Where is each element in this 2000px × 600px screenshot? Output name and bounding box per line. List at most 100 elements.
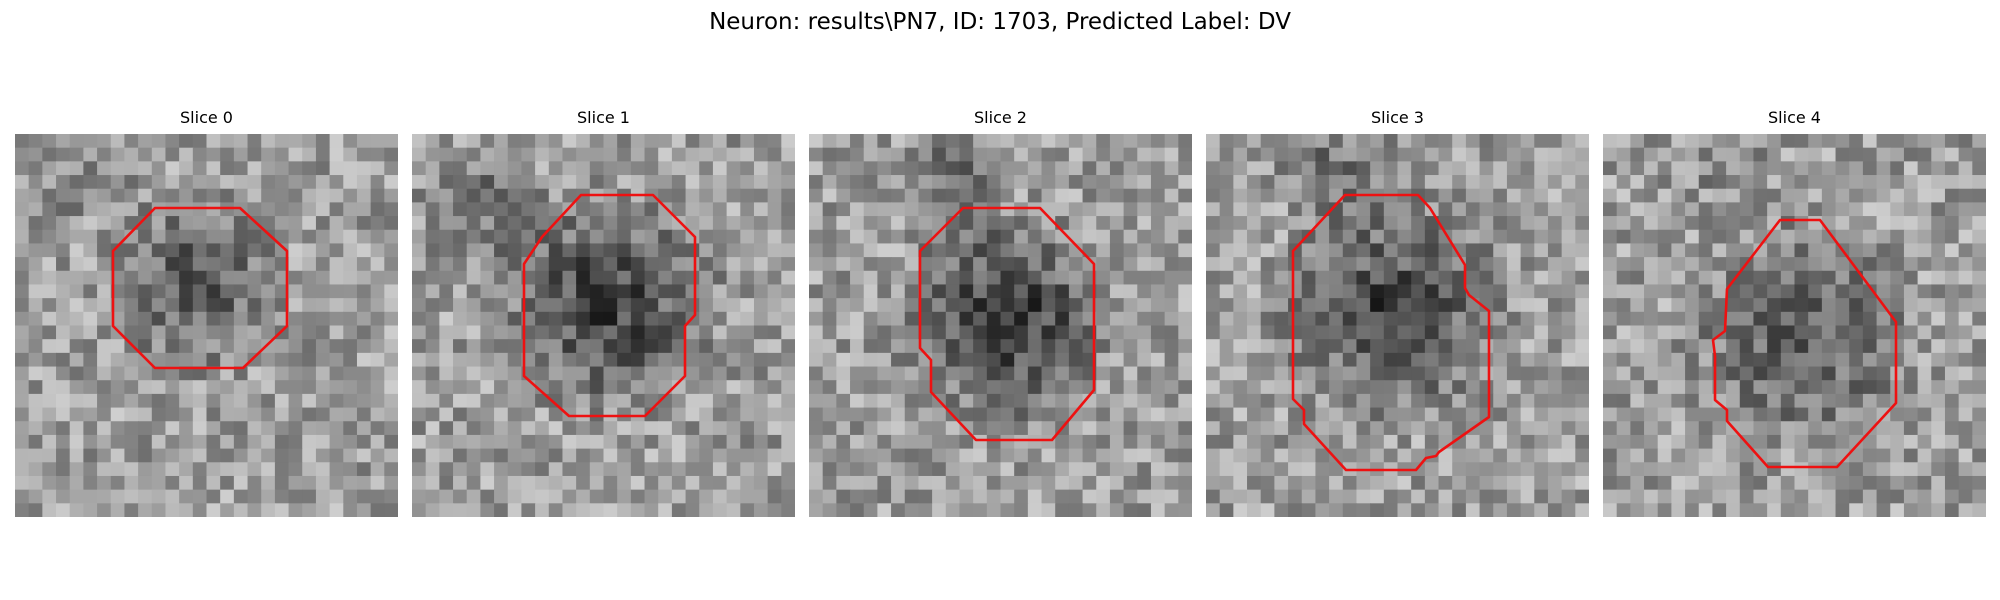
- image-pixel: [1753, 325, 1768, 340]
- image-pixel: [1890, 147, 1905, 162]
- image-pixel: [1000, 216, 1015, 231]
- image-pixel: [1657, 407, 1672, 422]
- image-pixel: [1164, 339, 1179, 354]
- image-pixel: [1575, 175, 1589, 190]
- image-pixel: [274, 352, 290, 368]
- image-pixel: [1164, 188, 1179, 203]
- image-pixel: [753, 339, 769, 354]
- image-pixel: [562, 216, 577, 231]
- image-pixel: [151, 298, 167, 313]
- image-pixel: [315, 161, 331, 176]
- image-pixel: [1123, 380, 1138, 395]
- image-pixel: [1493, 202, 1508, 217]
- image-pixel: [220, 448, 235, 463]
- image-pixel: [1616, 434, 1631, 450]
- image-pixel: [1917, 421, 1932, 436]
- image-pixel: [315, 270, 331, 286]
- image-pixel: [69, 134, 84, 149]
- image-pixel: [1082, 229, 1097, 245]
- image-pixel: [685, 407, 700, 422]
- image-pixel: [630, 421, 646, 436]
- image-pixel: [1808, 161, 1823, 176]
- image-pixel: [809, 448, 824, 463]
- image-pixel: [932, 175, 947, 190]
- image-pixel: [836, 352, 851, 368]
- image-pixel: [1178, 257, 1192, 272]
- image-pixel: [466, 421, 481, 436]
- image-pixel: [288, 298, 303, 313]
- image-pixel: [412, 489, 427, 504]
- image-pixel: [809, 421, 824, 436]
- image-pixel: [1794, 298, 1809, 313]
- image-pixel: [1109, 202, 1125, 217]
- image-pixel: [370, 407, 385, 422]
- image-pixel: [904, 175, 920, 190]
- image-pixel: [1575, 448, 1589, 463]
- image-pixel: [521, 229, 536, 245]
- image-pixel: [521, 462, 536, 477]
- image-pixel: [1123, 489, 1138, 504]
- image-pixel: [1342, 175, 1358, 190]
- image-pixel: [1520, 202, 1535, 217]
- image-pixel: [1424, 421, 1440, 436]
- image-pixel: [1055, 325, 1070, 340]
- image-pixel: [439, 339, 454, 354]
- image-pixel: [466, 161, 481, 176]
- image-pixel: [1561, 366, 1576, 381]
- image-pixel: [1438, 380, 1453, 395]
- image-pixel: [1370, 257, 1385, 272]
- image-pixel: [1247, 421, 1262, 436]
- image-pixel: [1233, 462, 1248, 477]
- image-pixel: [1958, 434, 1973, 450]
- image-pixel: [151, 366, 167, 381]
- image-pixel: [822, 448, 837, 463]
- image-pixel: [521, 202, 536, 217]
- image-pixel: [726, 434, 741, 450]
- image-pixel: [1452, 407, 1467, 422]
- image-pixel: [1301, 366, 1317, 381]
- image-pixel: [1068, 503, 1084, 517]
- image-pixel: [836, 284, 851, 299]
- image-pixel: [1972, 421, 1986, 436]
- image-pixel: [110, 243, 126, 258]
- image-pixel: [1698, 421, 1714, 436]
- image-pixel: [1630, 475, 1645, 491]
- image-pixel: [356, 175, 372, 190]
- image-pixel: [699, 257, 714, 272]
- image-pixel: [233, 339, 249, 354]
- image-pixel: [1411, 134, 1426, 149]
- image-pixel: [466, 257, 481, 272]
- image-pixel: [466, 311, 481, 327]
- image-pixel: [1315, 434, 1330, 450]
- image-pixel: [1233, 380, 1248, 395]
- image-pixel: [1821, 475, 1837, 491]
- image-pixel: [1479, 421, 1494, 436]
- image-pixel: [288, 489, 303, 504]
- image-pixel: [1739, 475, 1755, 491]
- image-pixel: [1411, 380, 1426, 395]
- image-pixel: [165, 134, 180, 149]
- image-pixel: [1616, 284, 1631, 299]
- image-pixel: [1506, 243, 1522, 258]
- image-pixel: [1247, 270, 1262, 286]
- image-pixel: [28, 188, 43, 203]
- image-pixel: [138, 489, 153, 504]
- image-pixel: [877, 134, 892, 149]
- image-pixel: [1123, 421, 1138, 436]
- image-pixel: [891, 284, 906, 299]
- image-pixel: [1534, 407, 1549, 422]
- image-pixel: [1082, 202, 1097, 217]
- image-pixel: [370, 229, 385, 245]
- image-pixel: [1630, 188, 1645, 203]
- image-pixel: [1972, 216, 1986, 231]
- image-pixel: [329, 393, 344, 409]
- image-pixel: [1383, 202, 1399, 217]
- image-pixel: [15, 284, 30, 299]
- image-pixel: [480, 380, 495, 395]
- image-pixel: [192, 462, 208, 477]
- image-pixel: [1027, 202, 1043, 217]
- image-pixel: [1014, 284, 1029, 299]
- image-pixel: [1616, 366, 1631, 381]
- image-pixel: [439, 257, 454, 272]
- image-pixel: [548, 298, 564, 313]
